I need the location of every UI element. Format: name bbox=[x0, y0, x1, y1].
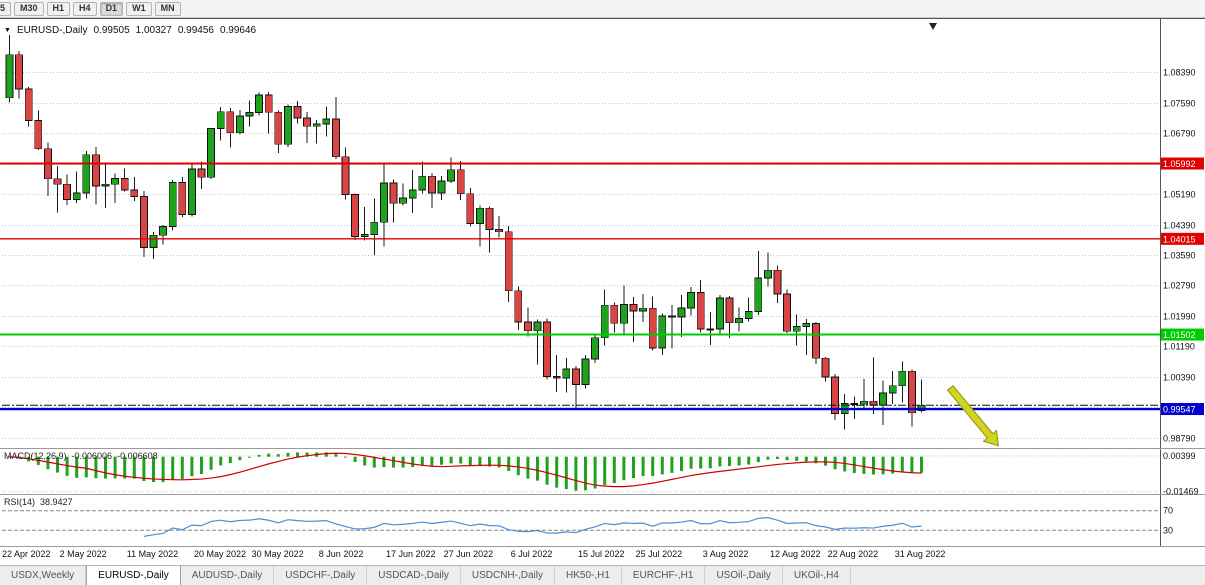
chart-tab-eurchf-h1[interactable]: EURCHF-,H1 bbox=[622, 566, 706, 585]
date-label: 25 Jul 2022 bbox=[636, 549, 683, 559]
date-label: 22 Apr 2022 bbox=[2, 549, 51, 559]
date-label: 27 Jun 2022 bbox=[444, 549, 494, 559]
chart-tab-usdx-weekly[interactable]: USDX,Weekly bbox=[0, 566, 87, 585]
price-axis-label: 1.05190 bbox=[1163, 190, 1196, 200]
ohlc-low: 0.99456 bbox=[177, 25, 214, 36]
chart-tab-usdcad-daily[interactable]: USDCAD-,Daily bbox=[367, 566, 461, 585]
timeframe-button-mn[interactable]: MN bbox=[154, 1, 181, 16]
date-label: 31 Aug 2022 bbox=[895, 549, 946, 559]
horizontal-line-1.05992[interactable]: 1.05992 bbox=[0, 157, 1204, 170]
svg-text:1.05992: 1.05992 bbox=[1163, 159, 1196, 169]
chart-title: ▼ EURUSD-,Daily 0.99505 1.00327 0.99456 … bbox=[4, 25, 256, 36]
svg-text:1.04015: 1.04015 bbox=[1163, 234, 1196, 244]
timeframe-button-w1[interactable]: W1 bbox=[126, 1, 152, 16]
ohlc-open: 0.99505 bbox=[93, 25, 130, 36]
rsi-name: RSI(14) bbox=[4, 497, 36, 507]
chart-tab-ukoil-h4[interactable]: UKOil-,H4 bbox=[783, 566, 851, 585]
timeframe-button-h4[interactable]: H4 bbox=[73, 1, 97, 16]
macd-signal-line bbox=[9, 452, 922, 488]
rsi-pane: 70 30 bbox=[2, 506, 1173, 537]
chart-shift-marker-icon[interactable] bbox=[929, 23, 937, 30]
macd-axis-label: 0.00399 bbox=[1163, 451, 1196, 461]
macd-signal-value: -0.006608 bbox=[117, 451, 158, 461]
time-axis: 22 Apr 2022 2 May 2022 11 May 2022 20 May 2… bbox=[2, 549, 945, 559]
timeframe-button-h1[interactable]: H1 bbox=[46, 1, 71, 16]
ohlc-close: 0.99646 bbox=[219, 25, 257, 36]
timeframe-button-m30[interactable]: M30 bbox=[14, 1, 44, 16]
price-axis-label: 1.00390 bbox=[1163, 373, 1196, 383]
price-line-badge bbox=[1161, 328, 1204, 341]
down-arrow-annotation-icon[interactable] bbox=[944, 383, 1005, 452]
timeframe-button-5[interactable]: 5 bbox=[0, 1, 12, 16]
date-label: 22 Aug 2022 bbox=[828, 549, 879, 559]
price-axis-label: 1.01190 bbox=[1163, 342, 1195, 352]
rsi-indicator-label: RSI(14) 38.9427 bbox=[4, 497, 73, 507]
price-axis-label: 1.07590 bbox=[1163, 99, 1196, 109]
horizontal-line-1.04015[interactable]: 1.04015 bbox=[0, 232, 1204, 245]
price-axis-label: 1.02790 bbox=[1163, 281, 1196, 291]
rsi-value: 38.9427 bbox=[40, 497, 73, 507]
price-axis-label: 1.03590 bbox=[1163, 251, 1196, 261]
svg-text:0.99547: 0.99547 bbox=[1163, 405, 1196, 415]
price-axis-label: 1.08390 bbox=[1163, 68, 1196, 78]
chart-tab-hk50-h1[interactable]: HK50-,H1 bbox=[555, 566, 622, 585]
price-line-badge bbox=[1161, 157, 1204, 170]
chart-tab-audusd-daily[interactable]: AUDUSD-,Daily bbox=[181, 566, 275, 585]
date-label: 3 Aug 2022 bbox=[703, 549, 749, 559]
date-label: 6 Jul 2022 bbox=[511, 549, 553, 559]
date-label: 30 May 2022 bbox=[252, 549, 304, 559]
price-line-badge bbox=[1161, 232, 1204, 245]
date-label: 12 Aug 2022 bbox=[770, 549, 821, 559]
price-axis-label: 1.01990 bbox=[1163, 312, 1196, 322]
chart-tab-usdchf-daily[interactable]: USDCHF-,Daily bbox=[274, 566, 368, 585]
date-label: 2 May 2022 bbox=[60, 549, 107, 559]
tab-bar: USDX,Weekly EURUSD-,Daily AUDUSD-,Daily USD… bbox=[0, 565, 1205, 585]
date-label: 17 Jun 2022 bbox=[386, 549, 436, 559]
price-axis-label: 1.06790 bbox=[1163, 129, 1196, 139]
macd-indicator-label: MACD(12,26,9) -0.006006 -0.006608 bbox=[4, 451, 158, 461]
rsi-level-label: 70 bbox=[1163, 506, 1173, 516]
date-label: 8 Jun 2022 bbox=[319, 549, 364, 559]
chart-tab-usoil-daily[interactable]: USOil-,Daily bbox=[705, 566, 783, 585]
macd-main-value: -0.006006 bbox=[71, 451, 113, 461]
price-axis-label: 1.04390 bbox=[1163, 221, 1196, 231]
rsi-level-label: 30 bbox=[1163, 525, 1173, 535]
horizontal-line-1.01502[interactable]: 1.01502 bbox=[0, 328, 1204, 341]
timeframe-button-d1[interactable]: D1 bbox=[99, 1, 124, 16]
ohlc-high: 1.00327 bbox=[135, 25, 172, 36]
date-label: 15 Jul 2022 bbox=[578, 549, 625, 559]
chart-symbol-period: EURUSD-,Daily bbox=[16, 25, 88, 36]
collapse-chart-icon[interactable]: ▼ bbox=[4, 26, 11, 34]
candlestick-series bbox=[5, 35, 926, 430]
price-axis: 1.08390 1.07590 1.06790 1.05190 1.04390 1.035… bbox=[2, 68, 1196, 444]
date-label: 20 May 2022 bbox=[194, 549, 246, 559]
macd-pane: 0.00399 -0.01469 bbox=[2, 451, 1199, 497]
macd-axis-label: -0.01469 bbox=[1163, 487, 1199, 497]
price-axis-label: 0.98790 bbox=[1163, 434, 1196, 444]
chart-tab-eurusd-daily[interactable]: EURUSD-,Daily bbox=[86, 566, 181, 585]
rsi-line bbox=[143, 517, 922, 537]
price-line-badge bbox=[1161, 403, 1204, 416]
svg-text:1.01502: 1.01502 bbox=[1163, 330, 1196, 340]
macd-name: MACD(12,26,9) bbox=[4, 451, 67, 461]
date-label: 11 May 2022 bbox=[127, 549, 178, 559]
chart-tab-usdcnh-daily[interactable]: USDCNH-,Daily bbox=[461, 566, 555, 585]
timeframe-toolbar: 5 M30 H1 H4 D1 W1 MN bbox=[0, 0, 1205, 18]
